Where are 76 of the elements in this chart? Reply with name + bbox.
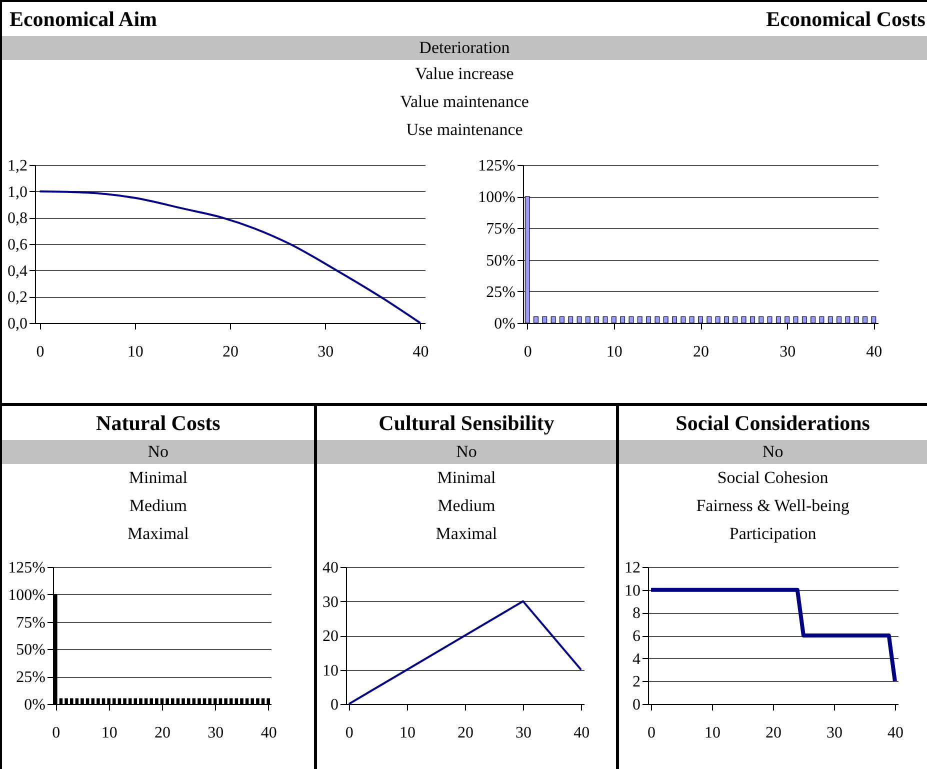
x-tick-label: 40 — [574, 724, 590, 742]
y-tick-label: 40 — [322, 560, 339, 576]
y-tick-label: 10 — [322, 662, 339, 680]
text: Minimal — [128, 467, 188, 489]
y-tick-label: 100% — [8, 586, 46, 604]
y-tick-label: 2 — [632, 674, 640, 691]
x-tick-label: 0 — [647, 724, 656, 742]
chart-subtitle: No — [317, 440, 616, 464]
text: Medium — [436, 495, 496, 517]
y-tick-label: 6 — [632, 628, 640, 645]
y-tick-label: 125% — [478, 158, 516, 174]
x-tick-label: 30 — [826, 724, 842, 742]
y-tick-label: 25% — [486, 284, 516, 301]
x-tick-label: 20 — [693, 344, 709, 360]
text: Maximal — [434, 523, 498, 545]
text: Use maintenance — [405, 119, 524, 141]
y-tick-label: 50% — [486, 252, 516, 270]
text: Fairness & Well-being — [695, 495, 850, 517]
x-tick-label: 30 — [516, 724, 532, 742]
text: Value maintenance — [399, 91, 530, 113]
x-tick-label: 10 — [101, 724, 118, 742]
y-tick-label: 10 — [624, 582, 640, 600]
y-tick-label: 125% — [8, 560, 46, 576]
x-tick-label: 10 — [127, 344, 144, 360]
x-tick-label: 0 — [52, 724, 60, 742]
y-tick-label: 1,2 — [8, 158, 28, 174]
line-series — [38, 190, 422, 324]
y-tick-label: 75% — [486, 220, 516, 238]
chart-title: Social Considerations — [674, 410, 871, 437]
x-tick-label: 10 — [400, 724, 416, 742]
text: Value increase — [414, 63, 515, 85]
x-tick-label: 40 — [866, 344, 882, 360]
text: Maximal — [126, 523, 190, 545]
x-tick-label: 20 — [458, 724, 474, 742]
y-tick-label: 8 — [632, 605, 640, 622]
y-tick-label: 0 — [632, 696, 640, 714]
text: Social Cohesion — [716, 467, 830, 489]
text: Medium — [128, 495, 188, 517]
chart-title: Natural Costs — [95, 410, 222, 437]
x-tick-label: 30 — [208, 724, 224, 742]
y-tick-label: 30 — [322, 594, 339, 611]
y-tick-label: 50% — [16, 642, 46, 659]
y-tick-label: 0% — [494, 316, 516, 332]
y-tick-label: 0,2 — [8, 289, 28, 306]
y-tick-label: 75% — [16, 614, 46, 632]
chart-subtitle: No — [2, 440, 314, 464]
x-tick-label: 30 — [780, 344, 796, 360]
chart-title: Economical Aim — [8, 6, 158, 32]
y-tick-label: 0% — [24, 696, 46, 714]
chart-title: Economical Costs — [765, 6, 926, 32]
x-tick-label: 40 — [412, 344, 429, 360]
y-tick-label: 12 — [624, 560, 640, 576]
chart-subtitle: No — [618, 440, 927, 464]
x-tick-label: 20 — [765, 724, 782, 742]
x-tick-label: 40 — [887, 724, 904, 742]
y-tick-label: 4 — [632, 650, 640, 668]
text: Participation — [728, 523, 818, 545]
x-tick-label: 10 — [704, 724, 720, 742]
x-tick-label: 0 — [524, 344, 532, 360]
text: Minimal — [436, 467, 497, 489]
y-tick-label: 20 — [322, 628, 339, 645]
chart-title: Cultural Sensibility — [378, 410, 556, 437]
y-tick-label: 0,4 — [8, 262, 28, 280]
y-tick-label: 0 — [330, 696, 339, 714]
text: Deterioration — [2, 36, 927, 60]
x-tick-label: 0 — [346, 724, 354, 742]
x-tick-label: 20 — [154, 724, 170, 742]
y-tick-label: 0,6 — [8, 236, 28, 254]
y-tick-label: 100% — [478, 189, 516, 206]
y-tick-label: 0,0 — [8, 316, 28, 332]
y-tick-label: 25% — [16, 669, 46, 686]
x-tick-label: 20 — [222, 344, 238, 360]
x-tick-label: 10 — [606, 344, 622, 360]
x-tick-label: 40 — [260, 724, 277, 742]
y-tick-label: 1,0 — [8, 184, 28, 201]
y-tick-label: 0,8 — [8, 210, 28, 228]
